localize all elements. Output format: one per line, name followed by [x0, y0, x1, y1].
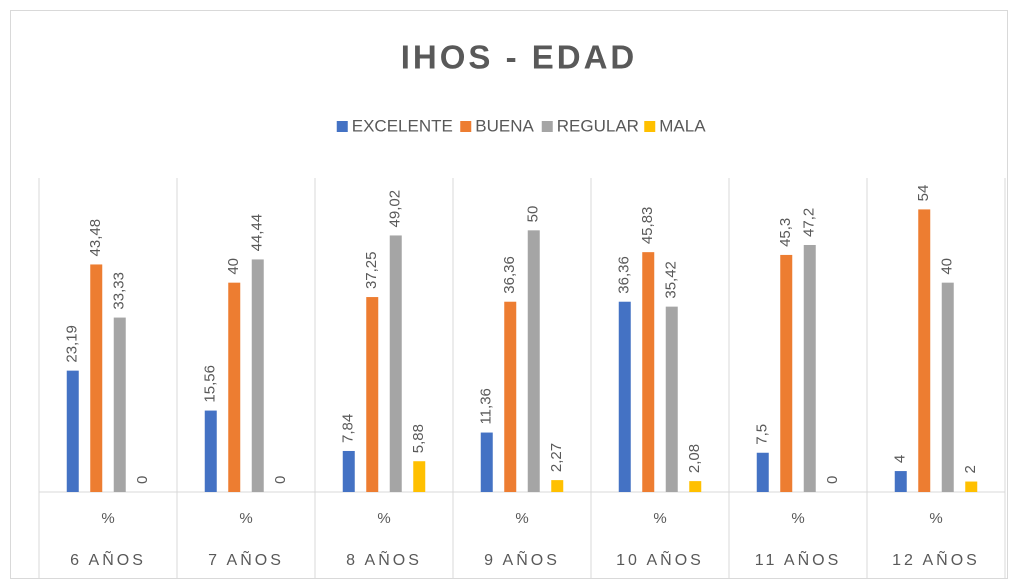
data-label: 36,36 [616, 256, 633, 294]
bar [504, 301, 517, 492]
bar [204, 410, 217, 492]
data-label: 33,33 [111, 272, 128, 310]
legend-label: BUENA [475, 116, 534, 135]
legend-swatch [541, 121, 553, 132]
data-label: 43,48 [87, 219, 104, 257]
bar [480, 432, 493, 492]
data-label: 35,42 [663, 261, 680, 299]
data-label: 40 [939, 258, 956, 275]
bar [389, 235, 402, 492]
chart-title: IHOS - EDAD [401, 39, 638, 76]
x-tick-label: 9 AÑOS [484, 549, 560, 569]
data-label: 5,88 [410, 424, 427, 453]
legend-label: EXCELENTE [352, 116, 453, 135]
bar [965, 481, 978, 492]
bar [413, 461, 426, 492]
bar [251, 259, 264, 492]
legend-label: MALA [659, 116, 706, 135]
x-subcategory-label: % [101, 510, 114, 527]
bar [90, 264, 103, 492]
data-label: 45,83 [639, 207, 656, 245]
data-label: 36,36 [501, 256, 518, 294]
data-label: 11,36 [478, 388, 495, 424]
data-label: 50 [525, 206, 542, 223]
x-tick-label: 10 AÑOS [616, 549, 704, 569]
bar [803, 244, 816, 492]
x-tick-label: 6 AÑOS [70, 549, 146, 569]
legend-label: REGULAR [557, 116, 639, 135]
data-label: 37,25 [363, 252, 380, 290]
bar [665, 306, 678, 492]
bar [894, 471, 907, 492]
data-label: 45,3 [777, 218, 794, 247]
data-label: 15,56 [202, 365, 219, 403]
x-tick-label: 12 AÑOS [892, 549, 980, 569]
x-subcategory-label: % [515, 510, 528, 527]
data-label: 0 [272, 476, 289, 484]
x-subcategory-label: % [377, 510, 390, 527]
bar [551, 480, 564, 492]
bar [366, 297, 379, 492]
legend-swatch [644, 121, 656, 132]
data-label: 44,44 [249, 214, 266, 252]
data-label: 2,27 [548, 443, 565, 472]
legend-swatch [460, 121, 472, 132]
bar [342, 450, 355, 492]
data-label: 0 [134, 476, 151, 484]
x-subcategory-label: % [791, 510, 804, 527]
x-subcategory-label: % [239, 510, 252, 527]
legend-swatch [336, 121, 348, 132]
bar [527, 230, 540, 493]
data-label: 49,02 [387, 190, 404, 228]
x-tick-label: 11 AÑOS [755, 549, 842, 569]
data-label: 4 [892, 455, 909, 463]
x-tick-label: 8 AÑOS [346, 549, 422, 569]
x-subcategory-label: % [653, 510, 666, 527]
x-tick-label: 7 AÑOS [208, 549, 284, 569]
bar [780, 254, 793, 492]
data-label: 47,2 [801, 208, 818, 237]
data-label: 54 [915, 185, 932, 202]
data-label: 2 [962, 465, 979, 473]
x-subcategory-label: % [929, 510, 942, 527]
data-label: 40 [225, 258, 242, 275]
bar [689, 481, 702, 492]
bar [941, 282, 954, 492]
bar [756, 452, 769, 492]
data-label: 0 [824, 476, 841, 484]
bar [228, 282, 241, 492]
bar [642, 252, 655, 492]
data-label: 23,19 [64, 325, 81, 363]
data-label: 2,08 [686, 444, 703, 473]
bar [66, 370, 79, 492]
data-label: 7,5 [754, 424, 771, 445]
data-label: 7,84 [340, 414, 357, 443]
bar [618, 301, 631, 492]
bar [918, 209, 931, 492]
bar [113, 317, 126, 492]
